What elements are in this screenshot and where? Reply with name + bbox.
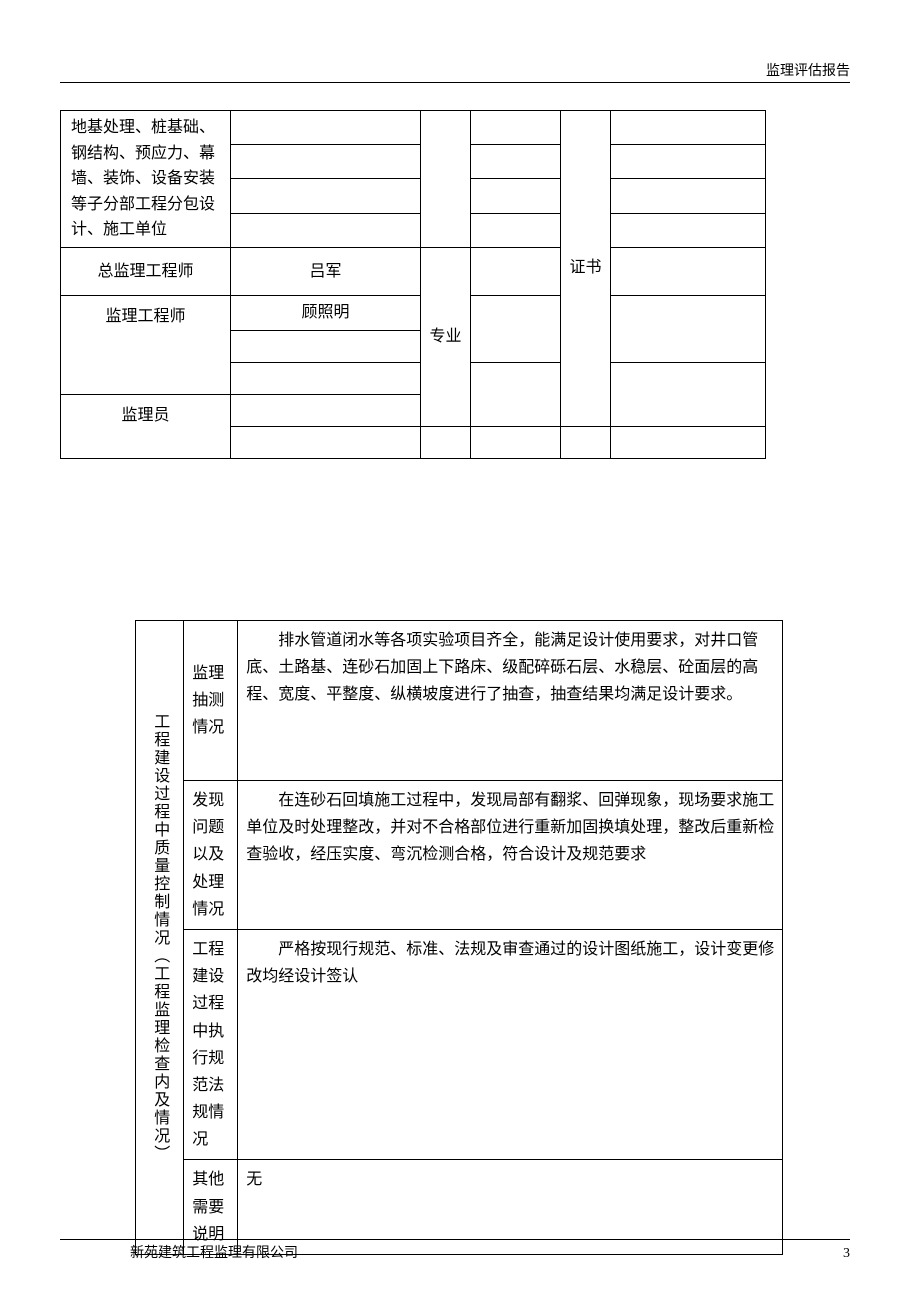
t1-r1c4 [471, 111, 561, 145]
t1-r2c4 [471, 145, 561, 179]
t1-subcontract-label: 地基处理、桩基础、钢结构、预应力、幕墙、装饰、设备安装等子分部工程分包设计、施工… [61, 111, 231, 248]
t1-r6c6 [611, 295, 766, 362]
t1-r1c2 [231, 111, 421, 145]
t2-row3-content: 严格按现行规范、标准、法规及审查通过的设计图纸施工，设计变更修改均经设计签认 [246, 936, 774, 990]
t2-row4-content: 无 [238, 1160, 783, 1255]
t1-supervising-engineer-name: 顾照明 [231, 295, 421, 330]
t1-r7c2 [231, 330, 421, 362]
t1-supervisor-label: 监理员 [61, 394, 231, 458]
t1-r3c4 [471, 179, 561, 213]
t1-r4c2 [231, 213, 421, 247]
t1-r10c4 [471, 426, 561, 458]
t1-r3c6 [611, 179, 766, 213]
t2-row1-label: 监理抽测情况 [184, 621, 238, 781]
t1-r2c6 [611, 145, 766, 179]
t1-r5c4 [471, 247, 561, 295]
header-divider [60, 82, 850, 83]
t1-supervising-engineer-label: 监理工程师 [61, 295, 231, 394]
t1-r1c6 [611, 111, 766, 145]
t1-r8c2 [231, 362, 421, 394]
t1-chief-engineer-label: 总监理工程师 [61, 247, 231, 295]
t1-specialty-text: 专业 [429, 328, 461, 345]
t1-r10c6 [611, 426, 766, 458]
t2-row2-label: 发现问题以及处理情况 [184, 781, 238, 930]
footer-divider [60, 1239, 850, 1240]
t1-r3c2 [231, 179, 421, 213]
t1-specialty-label: 专业 [421, 247, 471, 426]
t1-r2c2 [231, 145, 421, 179]
t1-r4c4 [471, 213, 561, 247]
t1-r10c5 [561, 426, 611, 458]
t2-vertical-header: 工程建设过程中质量控制情况（工程监理检查内及情况） [136, 621, 184, 1255]
t1-r1c3 [421, 111, 471, 248]
t2-row2-content: 在连砂石回填施工过程中，发现局部有翻浆、回弹现象，现场要求施工单位及时处理整改，… [246, 787, 774, 869]
t2-row4-label: 其他需要说明 [184, 1160, 238, 1255]
t1-cert-label: 证书 [561, 111, 611, 427]
t2-row1-content: 排水管道闭水等各项实验项目齐全，能满足设计使用要求，对井口管底、土路基、连砂石加… [246, 627, 774, 709]
t1-r10c2 [231, 426, 421, 458]
t1-r8c4 [471, 362, 561, 426]
t1-r4c6 [611, 213, 766, 247]
t1-r8c6 [611, 362, 766, 426]
page-header-title: 监理评估报告 [766, 60, 850, 80]
t1-r5c6 [611, 247, 766, 295]
page-number: 3 [843, 1246, 850, 1262]
footer-company: 新苑建筑工程监理有限公司 [130, 1242, 850, 1262]
quality-control-table: 工程建设过程中质量控制情况（工程监理检查内及情况） 监理抽测情况 排水管道闭水等… [135, 620, 783, 1255]
t1-r6c4 [471, 295, 561, 362]
t1-chief-engineer-name: 吕军 [231, 247, 421, 295]
t1-r10c3 [421, 426, 471, 458]
t1-r9c2 [231, 394, 421, 426]
t2-row3-label: 工程建设过程中执行规范法规情况 [184, 929, 238, 1160]
t1-cert-text: 证书 [569, 259, 601, 276]
personnel-table: 地基处理、桩基础、钢结构、预应力、幕墙、装饰、设备安装等子分部工程分包设计、施工… [60, 110, 766, 459]
